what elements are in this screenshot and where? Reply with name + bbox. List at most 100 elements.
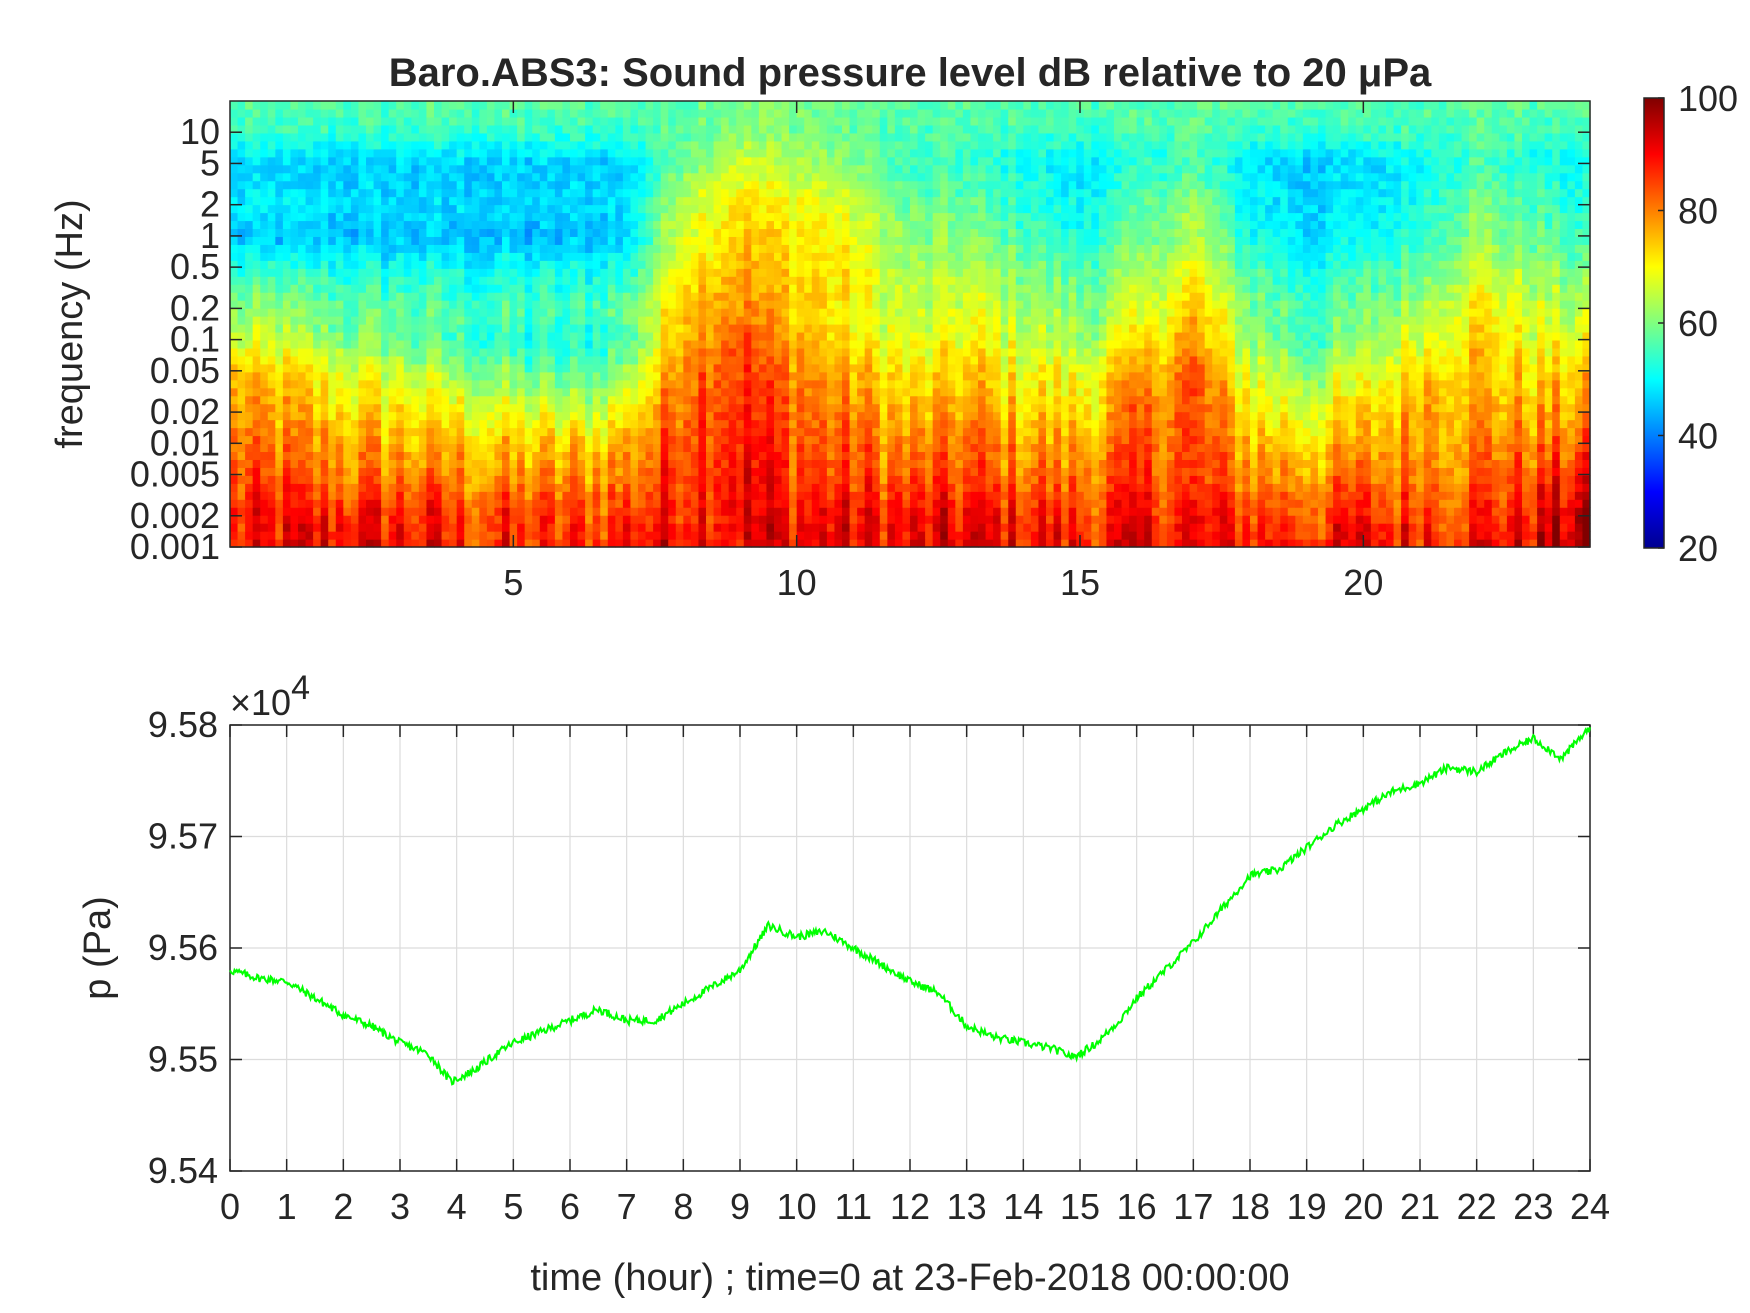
spectrogram-cell <box>328 531 337 540</box>
spectrogram-cell <box>1038 483 1047 492</box>
spectrogram-cell <box>698 515 707 524</box>
spectrogram-cell <box>1552 459 1561 468</box>
spectrogram-cell <box>1174 427 1183 437</box>
spectrogram-cell <box>615 363 624 373</box>
spectrogram-cell <box>509 515 518 524</box>
spectrogram-cell <box>690 355 700 365</box>
spectrogram-cell <box>1046 451 1055 460</box>
spectrogram-cell <box>1408 347 1417 357</box>
spectrogram-cell <box>796 483 805 492</box>
spectrogram-cell <box>517 331 526 341</box>
spectrogram-cell <box>1053 475 1062 484</box>
spectrogram-cell <box>1522 515 1531 524</box>
spectrogram-cell <box>335 491 344 500</box>
spectrogram-cell <box>275 419 284 429</box>
spectrogram-cell <box>1522 459 1531 468</box>
spectrogram-cell <box>1287 419 1296 429</box>
spectrogram-cell <box>532 515 541 524</box>
spectrogram-cell <box>645 355 654 365</box>
spectrogram-cell <box>1234 475 1244 484</box>
spectrogram-cell <box>313 531 322 540</box>
spectrogram-cell <box>585 515 594 524</box>
spectrogram-cell <box>1574 427 1584 437</box>
spectrogram-cell <box>486 475 496 484</box>
spectrogram-cell <box>985 347 994 357</box>
spectrogram-cell <box>230 355 239 365</box>
spectrogram-cell <box>607 475 616 484</box>
spectrogram-cell <box>622 523 632 532</box>
spectrogram-cell <box>902 371 911 381</box>
spectrogram-cell <box>1499 419 1508 429</box>
spectrogram-cell <box>1295 379 1304 389</box>
spectrogram-cell <box>1159 395 1168 405</box>
spectrogram-cell <box>857 539 866 548</box>
spectrogram-cell <box>343 379 352 389</box>
spectrogram-cell <box>411 507 420 516</box>
spectrogram-cell <box>985 467 994 476</box>
spectrogram-cell <box>1023 467 1032 476</box>
spectrogram-cell <box>804 395 813 405</box>
spectrogram-cell <box>267 435 276 445</box>
spectrogram-cell <box>1121 411 1130 421</box>
spectrogram-cell <box>524 411 533 421</box>
spectrogram-cell <box>524 387 533 397</box>
spectrogram-cell <box>668 387 677 397</box>
spectrogram-cell <box>978 347 987 357</box>
spectrogram-cell <box>1182 387 1191 397</box>
spectrogram-cell <box>758 539 768 548</box>
spectrogram-cell <box>230 427 239 437</box>
spectrogram-cell <box>532 324 541 333</box>
spectrogram-cell <box>1408 523 1417 532</box>
spectrogram-cell <box>1159 539 1168 548</box>
spectrogram-cell <box>1582 435 1591 445</box>
spectrogram-cell <box>1499 435 1508 445</box>
spectrogram-cell <box>1015 475 1024 484</box>
spectrogram-cell <box>668 339 677 349</box>
spectrogram-cell <box>275 443 284 453</box>
spectrogram-cell <box>743 467 752 476</box>
spectrogram-cell <box>849 451 858 460</box>
spectrogram-cell <box>645 491 654 500</box>
spectrogram-cell <box>721 435 730 445</box>
spectrogram-cell <box>1355 475 1364 484</box>
spectrogram-cell <box>1166 427 1176 437</box>
spectrogram-cell <box>1302 427 1312 437</box>
spectrogram-cell <box>335 507 344 516</box>
spectrogram-cell <box>509 491 518 500</box>
spectrogram-cell <box>955 475 964 484</box>
spectrogram-cell <box>1484 379 1493 389</box>
spectrogram-cell <box>804 363 813 373</box>
spectrogram-cell <box>887 379 896 389</box>
spectrogram-cell <box>554 475 564 484</box>
spectrogram-cell <box>456 379 465 389</box>
spectrogram-cell <box>1318 419 1327 429</box>
spectrogram-cell <box>509 355 518 365</box>
spectrogram-cell <box>267 355 276 365</box>
spectrogram-cell <box>1023 331 1032 341</box>
spectrogram-cell <box>1386 523 1395 532</box>
spectrogram-cell <box>819 355 828 365</box>
spectrogram-cell <box>577 403 586 413</box>
spectrogram-cell <box>1476 347 1485 357</box>
spectrogram-cell <box>781 467 790 476</box>
spectrogram-cell <box>925 531 934 540</box>
spectrogram-cell <box>804 427 813 437</box>
spectrogram-cell <box>441 459 450 468</box>
spectrogram-cell <box>335 387 344 397</box>
spectrogram-cell <box>894 507 904 516</box>
spectrogram-cell <box>1182 339 1191 349</box>
spectrogram-cell <box>698 507 707 516</box>
spectrogram-cell <box>366 331 375 341</box>
spectrogram-cell <box>1106 499 1115 508</box>
spectrogram-cell <box>1000 523 1009 532</box>
spectrogram-cell <box>1401 347 1410 357</box>
spectrogram-cell <box>1114 387 1123 397</box>
spectrogram-cell <box>1129 443 1138 453</box>
spectrogram-cell <box>1234 347 1244 357</box>
spectrogram-cell <box>1318 411 1327 421</box>
spectrogram-cell <box>381 347 390 357</box>
spectrogram-cell <box>486 419 496 429</box>
spectrogram-cell <box>245 499 254 508</box>
spectrogram-cell <box>811 507 820 516</box>
spectrogram-cell <box>1257 355 1266 365</box>
